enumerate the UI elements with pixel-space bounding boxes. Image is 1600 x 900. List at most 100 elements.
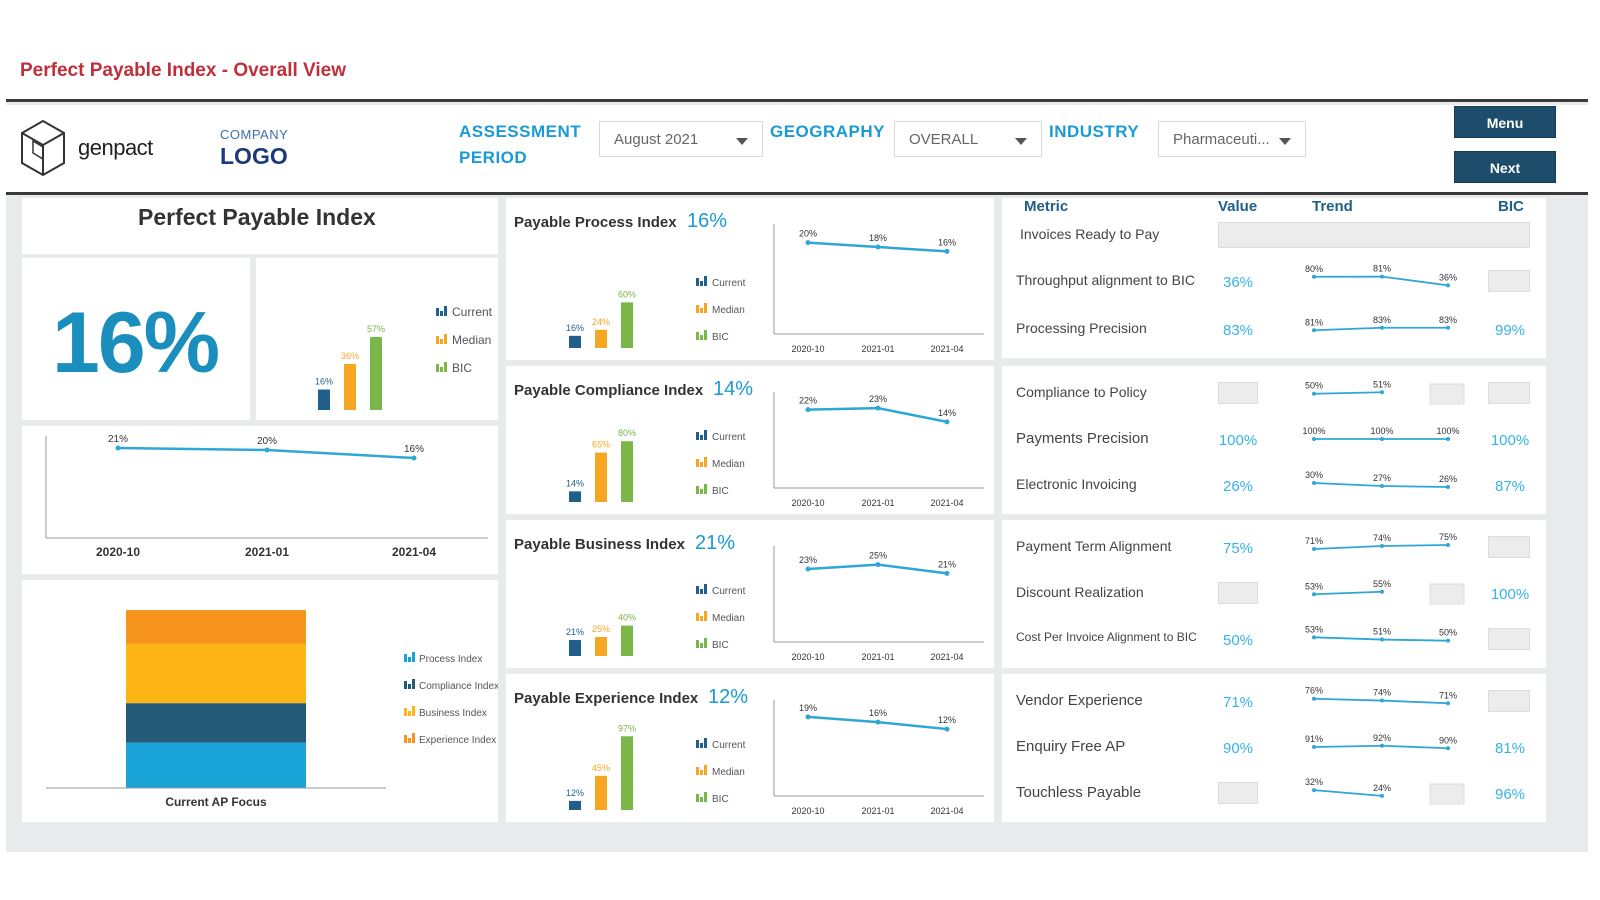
index-panel-compliance: Payable Compliance Index 14% 14% 65% 80% Curr… [506, 366, 994, 514]
legend-bar-icon [704, 430, 707, 440]
sparkline-point [1312, 481, 1316, 485]
sparkline-label: 53% [1305, 624, 1323, 634]
legend-bar-icon [696, 767, 699, 775]
bar-current [569, 491, 581, 502]
menu-button[interactable]: Menu [1454, 106, 1556, 138]
legend-bar-icon [700, 335, 703, 340]
sparkline-label: 50% [1305, 381, 1323, 391]
metric-name: Touchless Payable [1016, 784, 1142, 801]
dashboard: Perfect Payable Index - Overall View gen… [6, 46, 1588, 852]
metric-bic: 100% [1490, 586, 1530, 603]
sparkline-point [1380, 274, 1384, 279]
geography-label: GEOGRAPHY [770, 122, 886, 141]
legend-bar-icon [704, 303, 707, 313]
industry-select[interactable]: Pharmaceuti... [1158, 121, 1306, 157]
metric-trend-sparkline: 81% 83% 83% [1305, 315, 1457, 333]
trend-point [944, 419, 950, 425]
legend-bar-icon [704, 738, 707, 748]
sparkline-point [1312, 391, 1316, 396]
metric-name: Electronic Invoicing [1016, 476, 1137, 492]
trend-point [944, 726, 950, 732]
bar-median [595, 329, 607, 348]
next-button[interactable]: Next [1454, 151, 1556, 183]
metric-header-value: Value [1218, 198, 1258, 215]
legend-bar-icon [700, 616, 703, 621]
legend-label: BIC [712, 640, 729, 651]
metric-name: Discount Realization [1016, 584, 1144, 600]
sparkline-point [1312, 592, 1316, 597]
legend-bar-icon [408, 684, 411, 689]
brand-name: genpact [78, 135, 153, 160]
sparkline-label: 26% [1439, 474, 1457, 484]
metric-name: Invoices Ready to Pay [1020, 226, 1160, 242]
sparkline-label: 100% [1370, 426, 1393, 436]
trend-point [875, 405, 881, 411]
trend-label: 21% [108, 434, 128, 445]
sparkline-point [1380, 637, 1384, 642]
legend-bar-icon [412, 652, 415, 662]
bar-label: 16% [566, 323, 584, 333]
legend-bar-icon [444, 306, 447, 316]
trend-label: 14% [938, 408, 956, 418]
bar-label: 65% [592, 440, 610, 450]
metric-value: 75% [1222, 540, 1254, 557]
metric-bic: 96% [1494, 786, 1526, 803]
sparkline-empty-box [1429, 583, 1465, 605]
index-trend-chart: 23% 25% 21% 2020-10 2021-01 2021-04 [773, 546, 984, 662]
legend-bar-icon [696, 794, 699, 802]
geography-select[interactable]: OVERALL [894, 121, 1042, 157]
index-legend: Current Median BIC [696, 430, 746, 497]
metric-trend-sparkline: 100% 100% 100% [1302, 426, 1460, 441]
sparkline-point [1312, 547, 1316, 551]
metric-name: Compliance to Policy [1016, 384, 1147, 400]
legend-bar-icon [704, 584, 707, 594]
assessment-period-select[interactable]: August 2021 [599, 121, 763, 157]
legend-bar-icon [412, 679, 415, 689]
x-tick-label: 2021-04 [392, 545, 436, 559]
x-tick-label: 2021-01 [861, 806, 894, 816]
index-bar-chart: 12% 45% 97% [566, 723, 636, 810]
sparkline-point [1446, 543, 1450, 547]
legend-label: Median [712, 459, 745, 470]
sparkline-label: 36% [1439, 272, 1457, 282]
metric-value: 36% [1222, 274, 1254, 291]
legend-bar-icon [412, 706, 415, 716]
stack-legend-label: Compliance Index [419, 681, 498, 692]
index-value: 12% [708, 686, 749, 708]
sparkline-point [1380, 743, 1384, 748]
bar-median [595, 452, 607, 502]
index-trend-chart: 22% 23% 14% 2020-10 2021-01 2021-04 [773, 392, 984, 508]
company-logo-top: COMPANY [220, 127, 289, 142]
sparkline-point [1446, 638, 1450, 643]
ap-focus-panel: Current AP Focus Process Index Compliance … [22, 580, 498, 822]
legend-bar-icon [412, 733, 415, 743]
metric-value: 71% [1222, 694, 1254, 711]
sparkline-point [1312, 437, 1316, 441]
metric-value: 50% [1222, 632, 1254, 649]
bar-label: 24% [592, 317, 610, 327]
metric-trend-sparkline: 71% 74% 75% [1305, 532, 1457, 551]
sparkline-label: 91% [1305, 734, 1323, 744]
trend-label: 20% [257, 436, 277, 447]
trend-point [805, 714, 811, 720]
bar-current [569, 800, 581, 810]
sparkline-label: 100% [1436, 426, 1459, 436]
legend-bar-icon [436, 308, 439, 316]
legend-bar-icon [696, 486, 699, 494]
legend-bar-icon [696, 305, 699, 313]
legend-bar-icon [704, 276, 707, 286]
trend-point [805, 407, 811, 413]
legend-bar-icon [404, 708, 407, 716]
x-tick-label: 2020-10 [791, 344, 824, 354]
sparkline [1313, 391, 1383, 395]
legend-bar-icon [444, 362, 447, 372]
legend-label: Current [712, 278, 746, 289]
metric-group-4: Vendor Experience 71% 76% 74% 71% Enquiry Fre… [1002, 674, 1546, 822]
legend-bar-icon [436, 364, 439, 372]
sparkline-label: 71% [1305, 536, 1323, 546]
industry-value: Pharmaceuti... [1173, 131, 1270, 148]
legend-bar-icon [704, 484, 707, 494]
bar-bic [621, 736, 633, 810]
sparkline-label: 83% [1373, 315, 1391, 325]
legend-label: Current [712, 432, 746, 443]
